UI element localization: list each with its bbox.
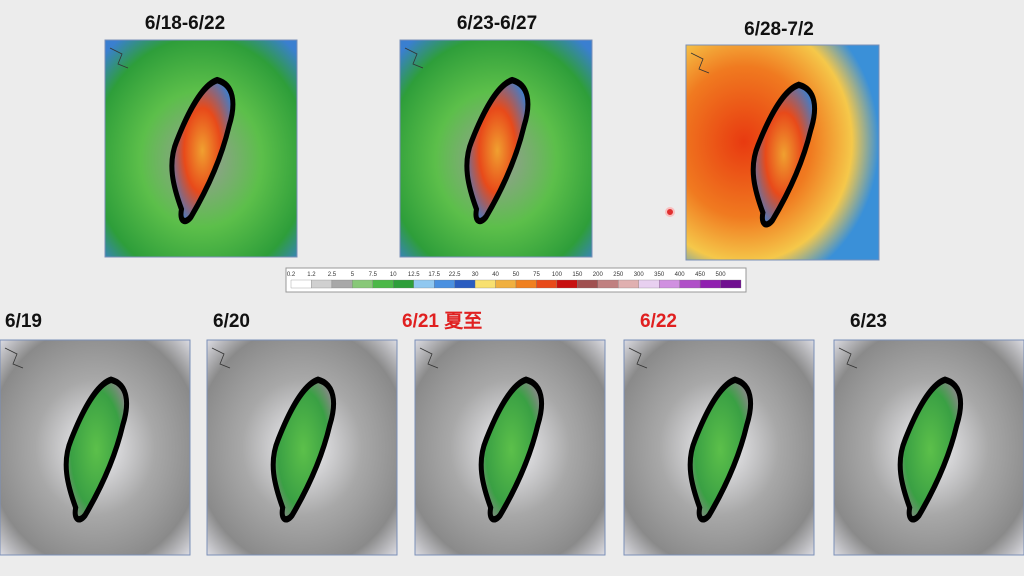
scale-label: 100: [552, 272, 563, 278]
rainfall-map: [414, 339, 606, 556]
scale-label: 150: [572, 272, 583, 278]
scale-label: 75: [533, 272, 540, 278]
scale-cell: [495, 279, 517, 289]
panel-title: 6/22: [640, 311, 677, 332]
scale-cell: [720, 279, 742, 289]
coastline: [4, 347, 24, 369]
panel-title: 6/18-6/22: [145, 13, 225, 34]
scale-label: 40: [492, 272, 499, 278]
scale-label: 250: [613, 272, 624, 278]
scale-cell: [577, 279, 598, 289]
scale-label: 2.5: [328, 272, 337, 278]
rainfall-map: [623, 339, 815, 556]
panel-title: 6/20: [213, 311, 250, 332]
scale-cell: [352, 279, 373, 289]
scale-label: 17.5: [428, 272, 440, 278]
scale-label: 200: [593, 272, 604, 278]
scale-cell: [659, 279, 680, 289]
panel-title: 6/28-7/2: [744, 19, 814, 40]
scale-cell: [515, 279, 537, 289]
coastline: [211, 347, 231, 369]
rainfall-map: [206, 339, 398, 556]
coastline: [838, 347, 858, 369]
scale-cell: [331, 279, 353, 289]
scale-label: 12.5: [408, 272, 420, 278]
scale-label: 350: [654, 272, 665, 278]
scale-label: 5: [351, 272, 355, 278]
rainfall-map: [104, 39, 298, 258]
scale-cell: [679, 279, 701, 289]
rainfall-map: [685, 44, 880, 261]
rainfall-map: [399, 39, 593, 258]
coastline: [419, 347, 439, 369]
scale-label: 450: [695, 272, 706, 278]
scale-label: 0.2: [287, 272, 296, 278]
scale-cell: [434, 279, 455, 289]
scale-cell: [454, 279, 476, 289]
scale-label: 50: [513, 272, 520, 278]
scale-cell: [638, 279, 660, 289]
panel-title: 6/19: [5, 311, 42, 332]
map-background: [414, 339, 606, 556]
scale-cell: [393, 279, 414, 289]
scale-cell: [556, 279, 578, 289]
panel-title: 6/23: [850, 311, 887, 332]
scale-label: 500: [716, 272, 727, 278]
panel-title: 6/21 夏至: [402, 310, 482, 332]
rainfall-map: [0, 339, 191, 556]
coastline: [690, 52, 710, 74]
scale-label: 1.2: [307, 272, 316, 278]
coastline: [628, 347, 648, 369]
scale-label: 300: [634, 272, 645, 278]
scale-cell: [474, 279, 496, 289]
scale-label: 400: [675, 272, 686, 278]
scale-label: 10: [390, 272, 397, 278]
scale-cell: [290, 279, 312, 289]
rainfall-map: [833, 339, 1024, 556]
panel-title: 6/23-6/27: [457, 13, 537, 34]
coastline: [109, 47, 129, 69]
scale-cell: [618, 279, 639, 289]
scale-label: 30: [472, 272, 479, 278]
scale-cell: [536, 279, 558, 289]
scale-cell: [413, 279, 435, 289]
pointer-dot: [665, 207, 675, 217]
scale-label: 22.5: [449, 272, 461, 278]
scale-cell: [372, 279, 394, 289]
coastline: [404, 47, 424, 69]
scale-label: 7.5: [369, 272, 378, 278]
scale-cell: [699, 279, 721, 289]
scale-cell: [597, 279, 619, 289]
scale-cell: [311, 279, 333, 289]
